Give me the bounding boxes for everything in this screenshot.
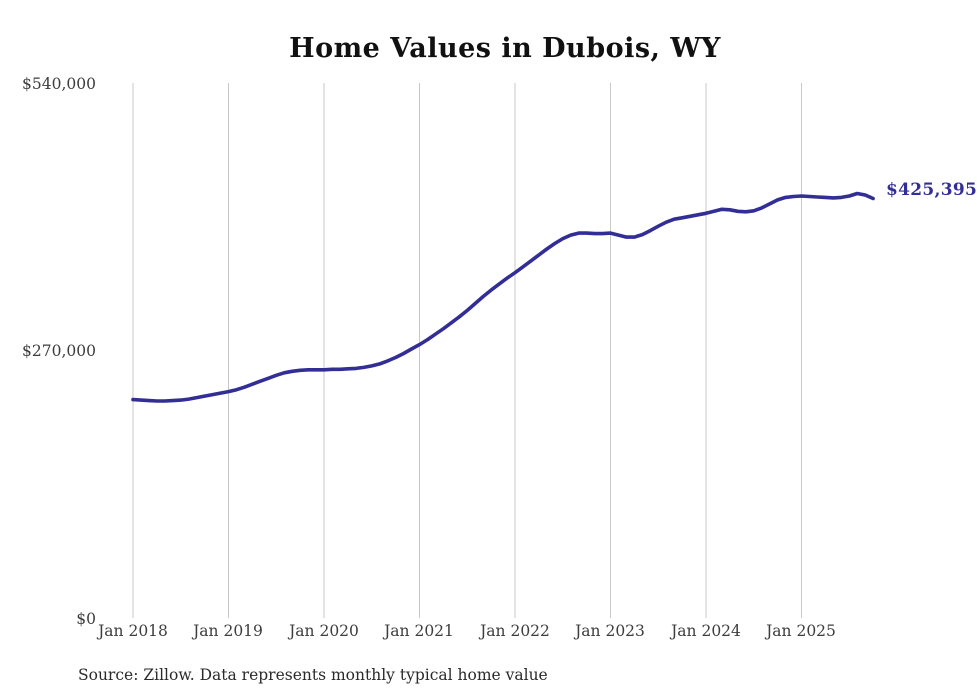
y-axis-tick-label: $270,000 [22,342,96,360]
gridlines [132,83,802,618]
x-axis-tick-label: Jan 2021 [384,622,454,640]
x-axis-tick-label: Jan 2022 [480,622,550,640]
y-axis-tick-label: $0 [76,610,96,628]
value-line [131,191,875,403]
x-axis-tick-label: Jan 2020 [289,622,359,640]
x-axis-tick-label: Jan 2024 [671,622,741,640]
x-axis-tick-label: Jan 2023 [575,622,645,640]
chart-title: Home Values in Dubois, WY [289,33,721,64]
x-axis-tick-label: Jan 2019 [193,622,263,640]
end-value-label: $425,395 [886,180,978,200]
x-axis-tick-label: Jan 2018 [98,622,168,640]
x-axis-tick-label: Jan 2025 [766,622,836,640]
y-axis-tick-label: $540,000 [22,75,96,93]
source-note: Source: Zillow. Data represents monthly … [78,666,548,684]
